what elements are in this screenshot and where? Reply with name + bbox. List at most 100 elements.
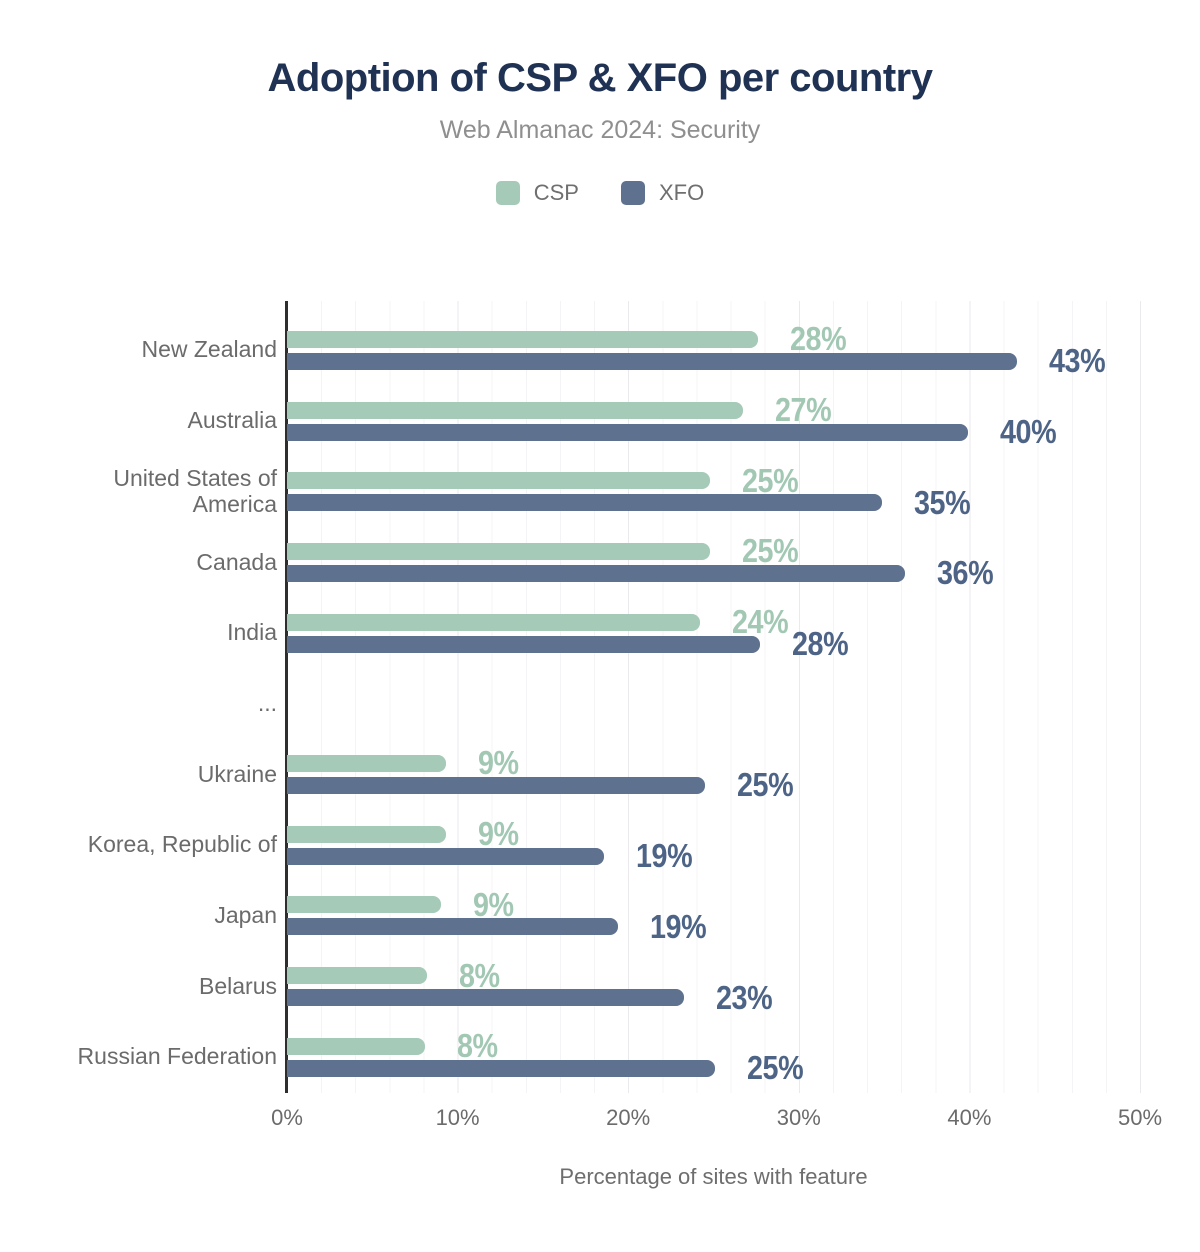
xfo-bar: 43% (287, 342, 1106, 379)
country-label: Russian Federation (0, 1044, 287, 1070)
csp-bar: 9% (287, 744, 519, 781)
country-row: Russian Federation 8% 25% (0, 1022, 1200, 1093)
csp-value-label: 25% (742, 532, 799, 570)
country-label: New Zealand (0, 337, 287, 363)
bar-group: 28% 43% (287, 315, 1200, 386)
x-tick-label: 40% (947, 1105, 992, 1130)
country-row: Australia 27% 40% (0, 386, 1200, 457)
country-label-text: Russian Federation (77, 1043, 277, 1070)
country-label-text: Ukraine (197, 760, 277, 787)
legend-swatch-xfo (621, 181, 645, 205)
legend-item-xfo[interactable]: XFO (621, 180, 704, 206)
country-label: Japan (0, 901, 287, 929)
bar-group: 25% 35% (287, 456, 1200, 527)
csp-bar: 25% (287, 462, 799, 499)
country-label-text: Canada (196, 548, 277, 575)
country-label-text: United States of America (113, 464, 277, 517)
legend-swatch-csp (495, 181, 520, 205)
bar-group: 9% 19% (287, 881, 1200, 952)
bar-group: 9% 25% (287, 739, 1200, 810)
xfo-value-label: 23% (716, 978, 773, 1016)
xfo-bar: 40% (287, 413, 1056, 450)
bar-group: 25% 36% (287, 527, 1200, 598)
x-tick-label: 20% (606, 1105, 651, 1130)
xfo-bar: 25% (287, 1049, 804, 1086)
country-label: ... (0, 689, 287, 717)
country-label: Belarus (0, 972, 287, 1000)
xfo-value-label: 19% (636, 837, 693, 875)
gap-row: ... (0, 668, 1200, 739)
csp-value-label: 9% (477, 744, 519, 782)
country-label: United States of America (0, 464, 287, 518)
csp-bar: 9% (287, 886, 514, 923)
xfo-value-label: 40% (999, 413, 1057, 451)
country-label-text: India (227, 619, 277, 646)
country-label-text: ... (257, 689, 277, 716)
xfo-bar: 19% (287, 908, 707, 945)
country-row: Japan 9% 19% (0, 881, 1200, 952)
legend-label: XFO (659, 180, 705, 205)
xfo-bar: 25% (287, 766, 794, 803)
csp-bar: 25% (287, 532, 799, 569)
csp-bar: 24% (287, 603, 788, 640)
country-label: Ukraine (0, 760, 287, 788)
x-axis-title: Percentage of sites with feature (559, 1164, 868, 1189)
xfo-bar: 35% (287, 484, 971, 521)
legend-label: CSP (533, 180, 579, 205)
chart-subtitle: Web Almanac 2024: Security (439, 116, 761, 144)
legend: CSP XFO (0, 180, 1200, 206)
country-row: Ukraine 9% 25% (0, 739, 1200, 810)
country-label: Australia (0, 407, 287, 434)
country-row: Canada 25% 36% (0, 527, 1200, 598)
xfo-bar: 28% (287, 625, 848, 662)
country-row: New Zealand 28% 43% (0, 315, 1200, 386)
xfo-value-label: 25% (747, 1049, 804, 1087)
xfo-value-label: 35% (914, 483, 971, 521)
x-tick-label: 50% (1117, 1105, 1163, 1130)
csp-value-label: 25% (742, 461, 799, 499)
xfo-value-label: 36% (936, 554, 994, 592)
csp-bar: 8% (287, 957, 500, 994)
bar-group: 27% 40% (287, 386, 1200, 457)
chart-title: Adoption of CSP & XFO per country (267, 56, 933, 100)
country-row: Korea, Republic of 9% 19% (0, 810, 1200, 881)
country-row: United States of America 25% 35% (0, 456, 1200, 527)
country-label-text: Belarus (199, 972, 277, 999)
bar-group: 24% 28% (287, 598, 1200, 669)
csp-bar: 8% (287, 1027, 498, 1064)
csp-value-label: 8% (458, 956, 500, 994)
xfo-value-label: 28% (791, 625, 849, 663)
chart-card: Adoption of CSP & XFO per country Web Al… (0, 56, 1200, 1189)
csp-bar: 28% (287, 320, 846, 357)
xfo-bar: 23% (287, 979, 773, 1016)
csp-value-label: 8% (457, 1027, 498, 1065)
csp-value-label: 24% (731, 603, 789, 641)
csp-value-label: 27% (774, 391, 832, 429)
country-label-text: Japan (214, 901, 277, 928)
country-row: Belarus 8% 23% (0, 951, 1200, 1022)
country-label-text: New Zealand (141, 336, 277, 363)
country-row: India 24% 28% (0, 598, 1200, 669)
country-label: Korea, Republic of (0, 832, 287, 858)
bar-group: 8% 25% (287, 1022, 1200, 1093)
xfo-bar: 36% (287, 554, 993, 591)
xfo-value-label: 43% (1049, 342, 1106, 380)
csp-bar: 27% (287, 391, 831, 428)
bar-group: 8% 23% (287, 951, 1200, 1022)
x-axis: 0% 10% 20% 30% 40% 50% (271, 1105, 1162, 1133)
x-tick-label: 30% (776, 1105, 821, 1130)
country-label: Canada (0, 548, 287, 576)
x-tick-label: 0% (271, 1105, 303, 1130)
bar-group: 9% 19% (287, 810, 1200, 881)
csp-bar: 9% (287, 815, 519, 852)
plot-area: New Zealand 28% 43% Australia 27% 40% United S… (0, 301, 1200, 1093)
xfo-value-label: 19% (649, 907, 707, 945)
csp-value-label: 9% (472, 885, 514, 923)
country-label: India (0, 619, 287, 646)
xfo-value-label: 25% (736, 766, 794, 804)
country-label-text: Australia (187, 407, 277, 434)
x-tick-label: 10% (435, 1105, 480, 1130)
xfo-bar: 19% (287, 837, 693, 874)
legend-item-csp[interactable]: CSP (495, 180, 579, 206)
country-label-text: Korea, Republic of (87, 831, 277, 858)
